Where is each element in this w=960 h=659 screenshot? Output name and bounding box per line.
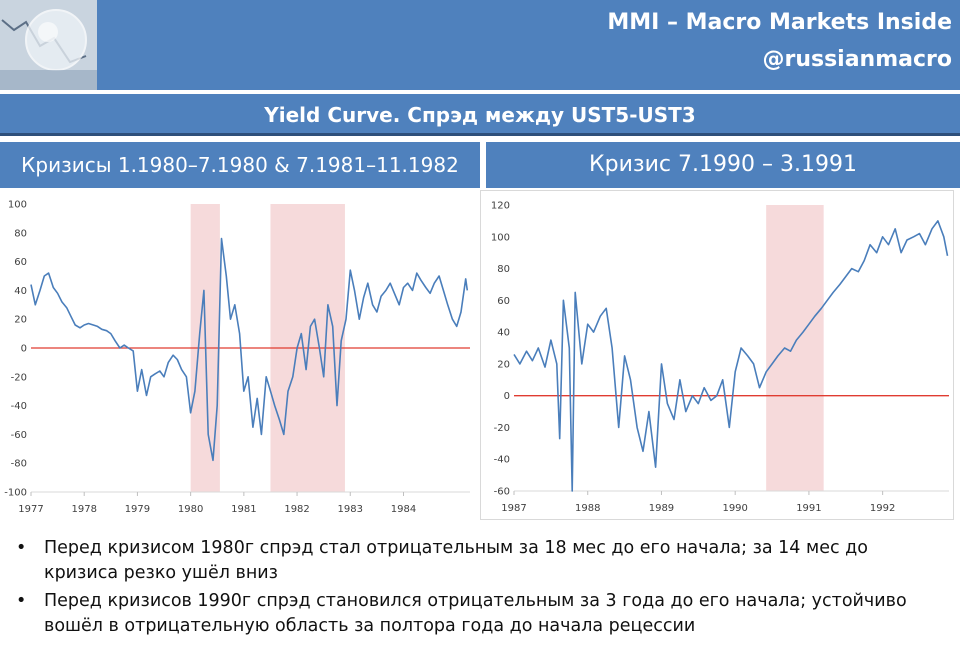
panel-title-left: Кризисы 1.1980–7.1980 & 7.1981–11.1982	[0, 142, 480, 188]
bullet-dot-icon: •	[16, 538, 27, 558]
y-tick-label: -40	[11, 401, 27, 412]
y-tick-label: -100	[4, 488, 27, 499]
x-tick-label: 1980	[178, 504, 203, 515]
series-line	[513, 220, 949, 492]
x-tick-label: 1987	[501, 503, 526, 514]
y-tick-label: 40	[14, 286, 27, 297]
y-tick-label: 20	[497, 359, 510, 370]
logo-graphic	[0, 0, 97, 90]
y-tick-label: 0	[21, 344, 27, 355]
y-tick-label: 80	[497, 264, 510, 275]
x-tick-label: 1989	[649, 503, 674, 514]
panel-title-right: Кризис 7.1990 – 3.1991	[486, 142, 960, 188]
section-title: Yield Curve. Спрэд между UST5-UST3	[0, 94, 960, 136]
chart-right-svg: -60 -40 -20 0 20 40 60 80 100 120 1987 1988 1989 1990…	[491, 201, 949, 514]
y-tick-label: 60	[497, 296, 510, 307]
y-tick-label: 80	[14, 228, 27, 239]
chart-right: -60 -40 -20 0 20 40 60 80 100 120 1987 1988 1989 1990…	[480, 190, 954, 520]
y-tick-label: 120	[491, 201, 510, 212]
x-tick-label: 1982	[284, 504, 309, 515]
x-tick-label: 1983	[338, 504, 363, 515]
x-tick-label: 1979	[125, 504, 150, 515]
y-tick-label: -60	[494, 487, 510, 498]
chart-left-svg: -100 -80 -60 -40 -20 0 20 40 60 80 100 1977 1978 1979…	[4, 200, 470, 515]
y-tick-label: -80	[11, 459, 27, 470]
y-tick-label: 60	[14, 257, 27, 268]
x-tick-label: 1988	[575, 503, 600, 514]
bullet-item: • Перед кризисов 1990г спрэд становился …	[14, 589, 944, 639]
bullet-list: • Перед кризисом 1980г спрэд стал отрица…	[14, 536, 944, 642]
header-bar: MMI – Macro Markets Inside @russianmacro	[0, 0, 960, 90]
x-tick-label: 1990	[722, 503, 747, 514]
bullet-item: • Перед кризисом 1980г спрэд стал отрица…	[14, 536, 944, 586]
brand-name: MMI – Macro Markets Inside	[607, 10, 952, 35]
bullet-text: Перед кризисов 1990г спрэд становился от…	[44, 591, 907, 636]
x-tick-label: 1981	[231, 504, 256, 515]
y-tick-label: 100	[8, 200, 27, 211]
x-tick-label: 1992	[870, 503, 895, 514]
crisis-band	[766, 205, 824, 491]
y-tick-label: -60	[11, 430, 27, 441]
brand-handle: @russianmacro	[762, 47, 952, 72]
y-tick-label: -20	[11, 372, 27, 383]
y-tick-label: 0	[504, 391, 510, 402]
y-tick-label: 20	[14, 315, 27, 326]
bullet-dot-icon: •	[16, 591, 27, 611]
bullet-text: Перед кризисом 1980г спрэд стал отрицате…	[44, 538, 868, 583]
x-tick-label: 1977	[18, 504, 43, 515]
series-line	[30, 237, 469, 462]
chart-left: -100 -80 -60 -40 -20 0 20 40 60 80 100 1977 1978 1979…	[0, 190, 476, 520]
y-tick-label: 40	[497, 328, 510, 339]
y-tick-label: -20	[494, 423, 510, 434]
y-tick-label: -40	[494, 455, 510, 466]
y-tick-label: 100	[491, 232, 510, 243]
logo-image	[0, 0, 97, 90]
x-tick-label: 1991	[796, 503, 821, 514]
x-tick-label: 1984	[391, 504, 416, 515]
x-tick-label: 1978	[71, 504, 96, 515]
header-title: MMI – Macro Markets Inside @russianmacro	[607, 4, 952, 78]
